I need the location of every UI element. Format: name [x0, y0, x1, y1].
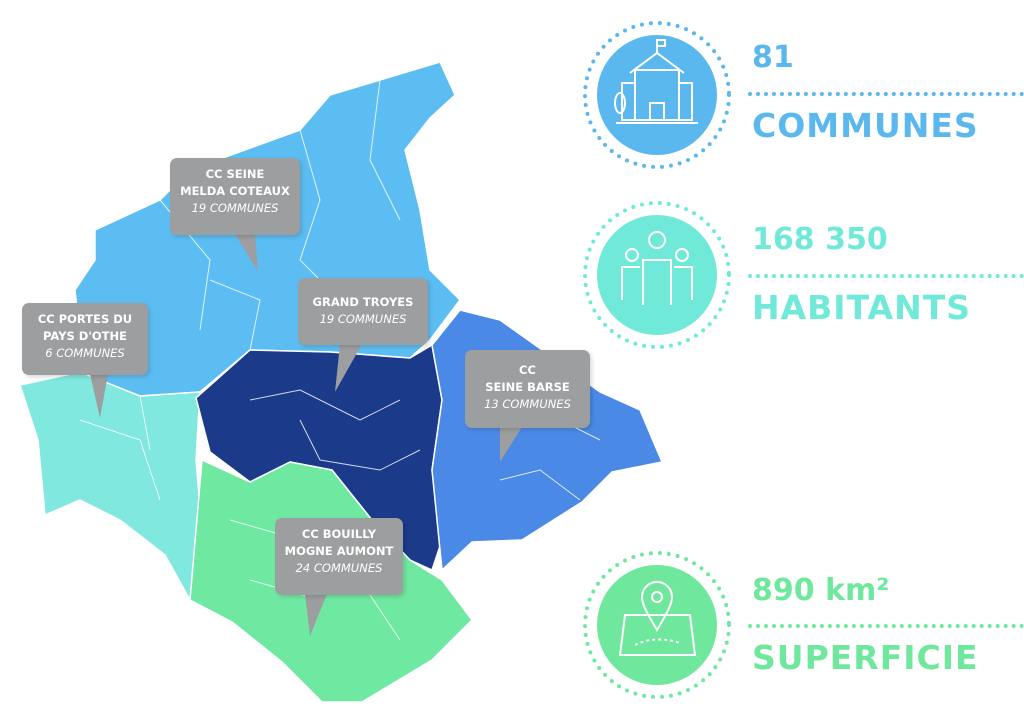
stat-value-communes: 81 — [752, 40, 794, 75]
divider — [748, 624, 1024, 628]
region-name: CC BOUILLY — [301, 527, 377, 541]
people-icon — [583, 201, 731, 349]
divider — [748, 92, 1024, 96]
divider — [748, 274, 1024, 278]
region-count: 19 COMMUNES — [191, 201, 279, 215]
region-name: PAYS D'OTHE — [43, 329, 127, 343]
region-name: CC SEINE — [205, 167, 265, 181]
stat-label-communes: COMMUNES — [752, 106, 979, 145]
stat-value-habitants: 168 350 — [752, 222, 888, 257]
map-pin-icon — [583, 551, 731, 699]
region-count: 24 COMMUNES — [295, 561, 383, 575]
stat-label-superficie: SUPERFICIE — [752, 638, 979, 677]
stat-label-habitants: HABITANTS — [752, 288, 971, 327]
callout-seine-melda-coteaux: CC SEINE MELDA COTEAUX 19 COMMUNES — [170, 158, 300, 235]
region-name: SEINE BARSE — [485, 380, 570, 394]
region-name: MELDA COTEAUX — [180, 184, 290, 198]
region-name: GRAND TROYES — [312, 295, 414, 309]
callout-seine-barse: CC SEINE BARSE 13 COMMUNES — [465, 350, 590, 428]
region-name: CC PORTES DU — [37, 312, 133, 326]
region-portes-pays-othe[interactable] — [19, 371, 203, 601]
stat-value-superficie: 890 km² — [752, 573, 890, 608]
callout-pointers — [90, 234, 522, 636]
region-count: 13 COMMUNES — [484, 397, 571, 411]
region-count: 19 COMMUNES — [319, 312, 407, 326]
callout-portes-pays-othe: CC PORTES DU PAYS D'OTHE 6 COMMUNES — [22, 303, 148, 375]
region-name: CC — [519, 363, 536, 377]
region-count: 6 COMMUNES — [45, 346, 125, 360]
callout-bouilly-mogne-aumont: CC BOUILLY MOGNE AUMONT 24 COMMUNES — [275, 518, 403, 595]
town-hall-icon — [583, 21, 731, 169]
callout-grand-troyes: GRAND TROYES 19 COMMUNES — [298, 278, 428, 345]
region-name: MOGNE AUMONT — [284, 544, 394, 558]
